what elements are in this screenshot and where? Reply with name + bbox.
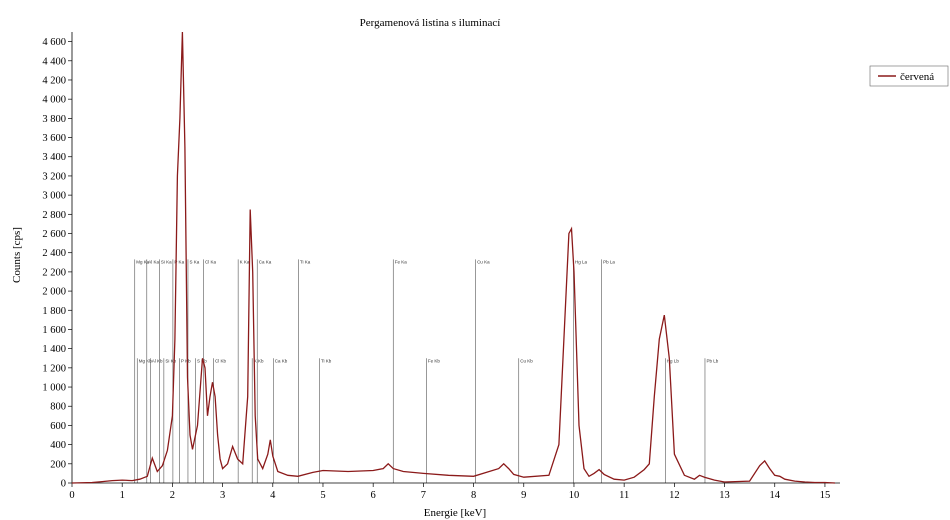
element-label: Ca Kb: [275, 358, 288, 363]
element-label-lines: [134, 259, 706, 483]
y-tick-label: 4 600: [42, 37, 66, 48]
x-tick-label: 7: [421, 490, 426, 501]
element-label: Mg Ka: [136, 259, 150, 264]
y-tick-label: 800: [50, 402, 66, 413]
y-tick-label: 2 200: [42, 267, 66, 278]
x-tick-label: 14: [769, 490, 780, 501]
y-axis-ticks: 0 200 400 600 800 1 000 1 200 1 400 1 600 1 800 2 …: [42, 37, 72, 490]
y-tick-label: 2 000: [42, 287, 66, 298]
y-tick-label: 0: [61, 479, 66, 490]
y-tick-label: 400: [50, 440, 66, 451]
legend-entry-cervena: červená: [900, 71, 934, 83]
element-label: P Ka: [174, 259, 184, 264]
chart-title: Pergamenová listina s iluminací: [360, 17, 501, 29]
element-label: K Kb: [254, 358, 264, 363]
element-label: Ca Ka: [259, 259, 272, 264]
element-label: Hg La: [575, 259, 588, 264]
y-tick-label: 4 000: [42, 95, 66, 106]
y-tick-label: 200: [50, 459, 66, 470]
y-tick-label: 4 200: [42, 75, 66, 86]
x-tick-label: 15: [820, 490, 831, 501]
element-label: Si Kb: [165, 358, 176, 363]
x-tick-label: 5: [320, 490, 325, 501]
y-tick-label: 1 200: [42, 363, 66, 374]
element-label: Ti Ka: [300, 259, 311, 264]
y-tick-label: 600: [50, 421, 66, 432]
x-tick-label: 4: [270, 490, 276, 501]
element-label: Si Ka: [161, 259, 172, 264]
y-tick-label: 3 000: [42, 191, 66, 202]
y-tick-label: 3 400: [42, 152, 66, 163]
element-label: Al Ka: [148, 259, 159, 264]
x-tick-label: 1: [120, 490, 125, 501]
y-axis-label: Counts [cps]: [11, 227, 23, 283]
element-label: Ti Kb: [321, 358, 332, 363]
element-label: Cu Kb: [520, 358, 533, 363]
element-label: Mg Kb: [139, 358, 153, 363]
y-tick-label: 1 800: [42, 306, 66, 317]
y-tick-label: 1 000: [42, 383, 66, 394]
x-tick-label: 9: [521, 490, 526, 501]
x-tick-label: 11: [619, 490, 629, 501]
x-tick-label: 3: [220, 490, 225, 501]
y-tick-label: 4 400: [42, 56, 66, 67]
x-tick-label: 8: [471, 490, 476, 501]
y-tick-label: 2 800: [42, 210, 66, 221]
element-label: Pb Lb: [706, 358, 718, 363]
y-tick-label: 3 200: [42, 171, 66, 182]
y-tick-label: 2 400: [42, 248, 66, 259]
element-label: Pb La: [603, 259, 615, 264]
element-label: P Kb: [181, 358, 191, 363]
y-tick-label: 2 600: [42, 229, 66, 240]
x-axis-ticks: 0 1 2 3 4 5 6 7 8 9 10 11 12 13 14 15: [69, 483, 830, 501]
legend-box: [869, 65, 949, 87]
element-label: Fe Kb: [428, 358, 441, 363]
element-label: Cl Ka: [205, 259, 217, 264]
x-tick-label: 10: [569, 490, 580, 501]
element-label: K Ka: [240, 259, 250, 264]
element-label: S Ka: [189, 259, 199, 264]
element-labels: Mg Ka Al Ka Si Ka P Ka S Ka Cl Ka K Ka Ca Ka Ti …: [136, 259, 718, 363]
axes: [71, 32, 840, 484]
element-label: Cl Kb: [215, 358, 227, 363]
element-label: Fe Ka: [395, 259, 408, 264]
y-tick-label: 1 600: [42, 325, 66, 336]
y-tick-label: 3 600: [42, 133, 66, 144]
y-tick-label: 3 800: [42, 114, 66, 125]
element-label: Hg Lb: [667, 358, 680, 363]
series-line-cervena: [71, 31, 836, 484]
x-tick-label: 0: [69, 490, 74, 501]
x-tick-label: 2: [170, 490, 175, 501]
x-tick-label: 12: [669, 490, 680, 501]
element-label: Al Kb: [152, 358, 163, 363]
legend: červená: [869, 65, 949, 87]
y-tick-label: 1 400: [42, 344, 66, 355]
x-axis-label: Energie [keV]: [424, 507, 486, 519]
element-label: Cu Ka: [477, 259, 490, 264]
x-tick-label: 13: [719, 490, 730, 501]
x-tick-label: 6: [371, 490, 376, 501]
